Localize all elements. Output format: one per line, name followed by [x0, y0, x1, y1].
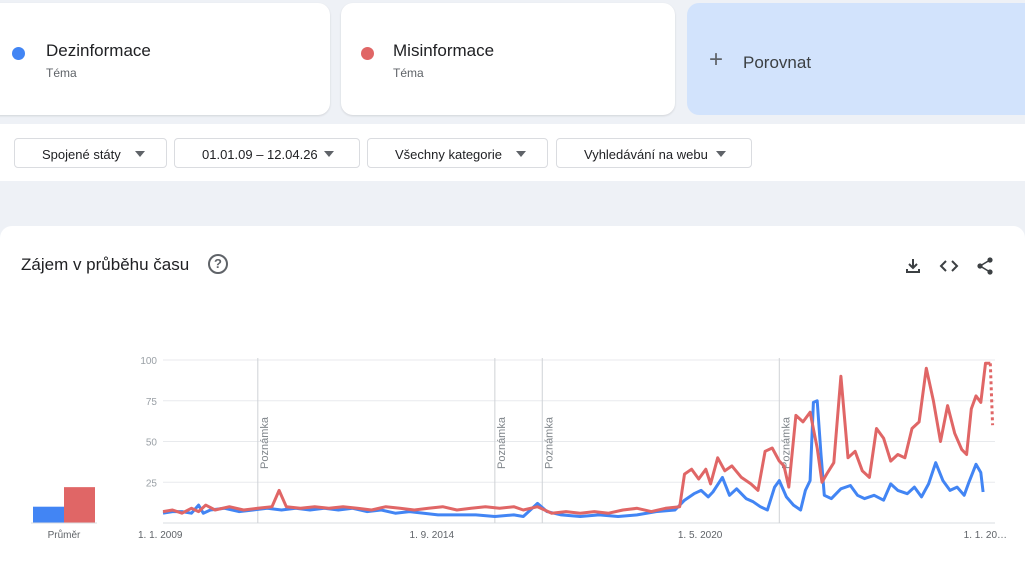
search-type-label: Vyhledávání na webu	[584, 147, 708, 162]
series-color-dot-red	[361, 47, 374, 60]
category-label: Všechny kategorie	[395, 147, 502, 162]
embed-code-icon[interactable]	[939, 256, 959, 276]
annotation-label: Poznámka	[780, 416, 792, 469]
term-name: Misinformace	[393, 41, 495, 60]
annotation-label: Poznámka	[259, 416, 271, 469]
search-type-dropdown[interactable]: Vyhledávání na webu	[556, 138, 752, 168]
category-dropdown[interactable]: Všechny kategorie	[367, 138, 548, 168]
download-icon[interactable]	[903, 256, 923, 276]
y-tick-label: 50	[146, 438, 158, 449]
region-label: Spojené státy	[42, 147, 121, 162]
help-icon[interactable]: ?	[208, 254, 228, 274]
term-type: Téma	[393, 66, 424, 80]
term-card-misinformace[interactable]: Misinformace Téma	[341, 3, 675, 115]
x-tick-label: 1. 1. 2009	[138, 530, 183, 541]
compare-button[interactable]: + Porovnat	[687, 3, 1025, 115]
compare-label: Porovnat	[743, 53, 812, 72]
y-tick-label: 100	[140, 356, 157, 367]
term-type: Téma	[46, 66, 77, 80]
chevron-down-icon	[324, 151, 334, 157]
x-tick-label: 1. 1. 20…	[964, 530, 1007, 541]
region-dropdown[interactable]: Spojené státy	[14, 138, 167, 168]
x-tick-label: 1. 5. 2020	[678, 530, 723, 541]
x-tick-label: 1. 9. 2014	[410, 530, 455, 541]
term-name: Dezinformace	[46, 41, 151, 60]
interest-over-time-chart: 100 75 50 25 Poznámka Poznámka Poznámka Poznámk…	[31, 356, 1007, 541]
y-tick-label: 25	[146, 478, 158, 489]
chevron-down-icon	[135, 151, 145, 157]
average-bar-misinformace	[64, 487, 95, 523]
series-line-dezinformace	[162, 399, 985, 518]
series-line-partial	[988, 363, 995, 426]
date-range-label: 01.01.09 – 12.04.26	[202, 147, 318, 162]
interest-over-time-card: Zájem v průběhu času ? 100 75 50 25 Poznámka…	[0, 226, 1025, 566]
chart-title: Zájem v průběhu času	[21, 255, 190, 274]
average-label: Průměr	[48, 529, 81, 541]
series-color-dot-blue	[12, 47, 25, 60]
average-bar-dezinformace	[33, 506, 64, 523]
share-icon[interactable]	[975, 256, 995, 276]
filter-bar: Spojené státy 01.01.09 – 12.04.26 Všechn…	[0, 124, 1025, 181]
term-card-dezinformace[interactable]: Dezinformace Téma	[0, 3, 330, 115]
plus-icon: +	[709, 46, 724, 73]
annotation-label: Poznámka	[496, 416, 508, 469]
y-tick-label: 75	[146, 397, 158, 408]
series-line-misinformace	[162, 361, 991, 515]
chevron-down-icon	[516, 151, 526, 157]
date-range-dropdown[interactable]: 01.01.09 – 12.04.26	[174, 138, 360, 168]
chevron-down-icon	[716, 151, 726, 157]
annotation-label: Poznámka	[543, 416, 555, 469]
